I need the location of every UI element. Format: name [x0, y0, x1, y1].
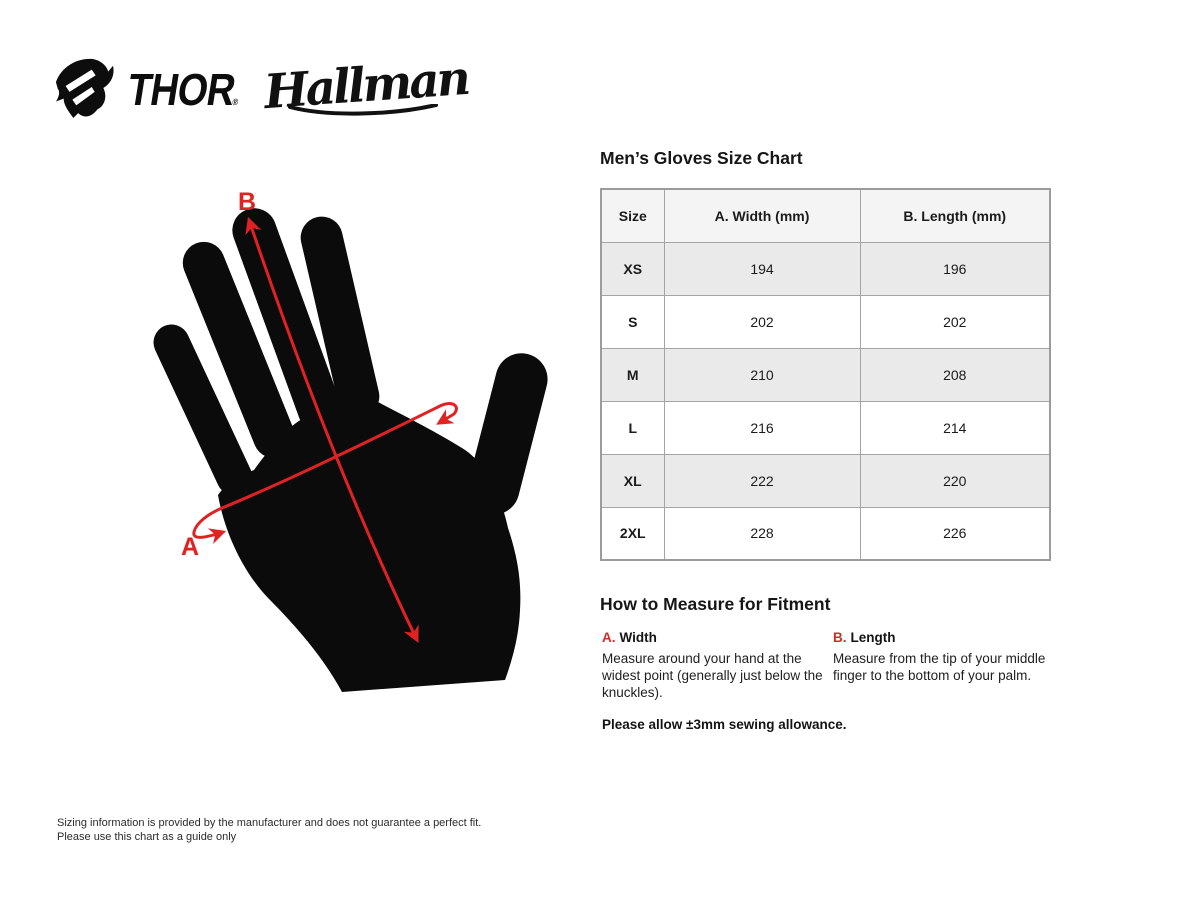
measure-name-width: Width — [619, 630, 657, 645]
hallman-swash-underline — [288, 104, 438, 116]
measure-item-heading: B. Length — [833, 630, 1062, 645]
length-cell: 226 — [859, 506, 1051, 561]
size-chart-title: Men’s Gloves Size Chart — [600, 148, 803, 168]
measure-item-width: A. Width Measure around your hand at the … — [602, 630, 833, 701]
width-cell: 202 — [663, 294, 861, 349]
registered-mark: ® — [231, 97, 239, 107]
measure-item-length: B. Length Measure from the tip of your mi… — [833, 630, 1062, 701]
header-size: Size — [600, 188, 665, 243]
width-cell: 194 — [663, 241, 861, 296]
measure-description-length: Measure from the tip of your middle fing… — [833, 651, 1046, 683]
size-table-body: XS 194 196 S 202 202 M 210 208 L 216 214 XL 222 220 2XL… — [600, 241, 1051, 561]
table-row: M 210 208 — [600, 347, 1051, 402]
hand-silhouette — [153, 208, 548, 692]
length-cell: 220 — [859, 453, 1051, 508]
size-table: Size A. Width (mm) B. Length (mm) XS 194 1… — [600, 188, 1051, 561]
footer-disclaimer-line1: Sizing information is provided by the ma… — [57, 817, 482, 829]
label-a: A — [181, 533, 199, 561]
header-length: B. Length (mm) — [859, 188, 1051, 243]
size-cell: 2XL — [600, 506, 665, 561]
footer-disclaimer-line2: Please use this chart as a guide only — [57, 831, 237, 843]
length-cell: 208 — [859, 347, 1051, 402]
label-b: B — [238, 188, 256, 216]
width-cell: 210 — [663, 347, 861, 402]
width-line-a — [192, 402, 458, 545]
length-cell: 196 — [859, 241, 1051, 296]
table-row: L 216 214 — [600, 400, 1051, 455]
measure-name-length: Length — [850, 630, 896, 645]
table-row: XL 222 220 — [600, 453, 1051, 508]
thor-logo-text: THOR — [124, 64, 239, 115]
size-cell: XS — [600, 241, 665, 296]
thor-logo: THOR® — [124, 64, 244, 116]
table-header-row: Size A. Width (mm) B. Length (mm) — [600, 188, 1051, 243]
measurement-lines — [192, 216, 458, 643]
table-row: S 202 202 — [600, 294, 1051, 349]
footer-disclaimer: Sizing information is provided by the ma… — [57, 816, 481, 844]
measure-prefix-b: B. — [833, 630, 847, 645]
sewing-allowance-note: Please allow ±3mm sewing allowance. — [602, 717, 847, 732]
measure-description-width: Measure around your hand at the widest p… — [602, 651, 823, 700]
measure-instructions: A. Width Measure around your hand at the … — [602, 630, 1062, 701]
width-cell: 222 — [663, 453, 861, 508]
width-cell: 228 — [663, 506, 861, 561]
size-cell: M — [600, 347, 665, 402]
measure-section-title: How to Measure for Fitment — [600, 594, 831, 614]
table-row: XS 194 196 — [600, 241, 1051, 296]
table-row: 2XL 228 226 — [600, 506, 1051, 561]
measure-item-heading: A. Width — [602, 630, 833, 645]
measure-prefix-a: A. — [602, 630, 616, 645]
size-cell: L — [600, 400, 665, 455]
thor-goat-icon — [55, 58, 114, 118]
hand-measurement-diagram: B A — [153, 188, 548, 692]
size-cell: S — [600, 294, 665, 349]
length-cell: 202 — [859, 294, 1051, 349]
header-width: A. Width (mm) — [663, 188, 861, 243]
width-cell: 216 — [663, 400, 861, 455]
size-cell: XL — [600, 453, 665, 508]
length-cell: 214 — [859, 400, 1051, 455]
